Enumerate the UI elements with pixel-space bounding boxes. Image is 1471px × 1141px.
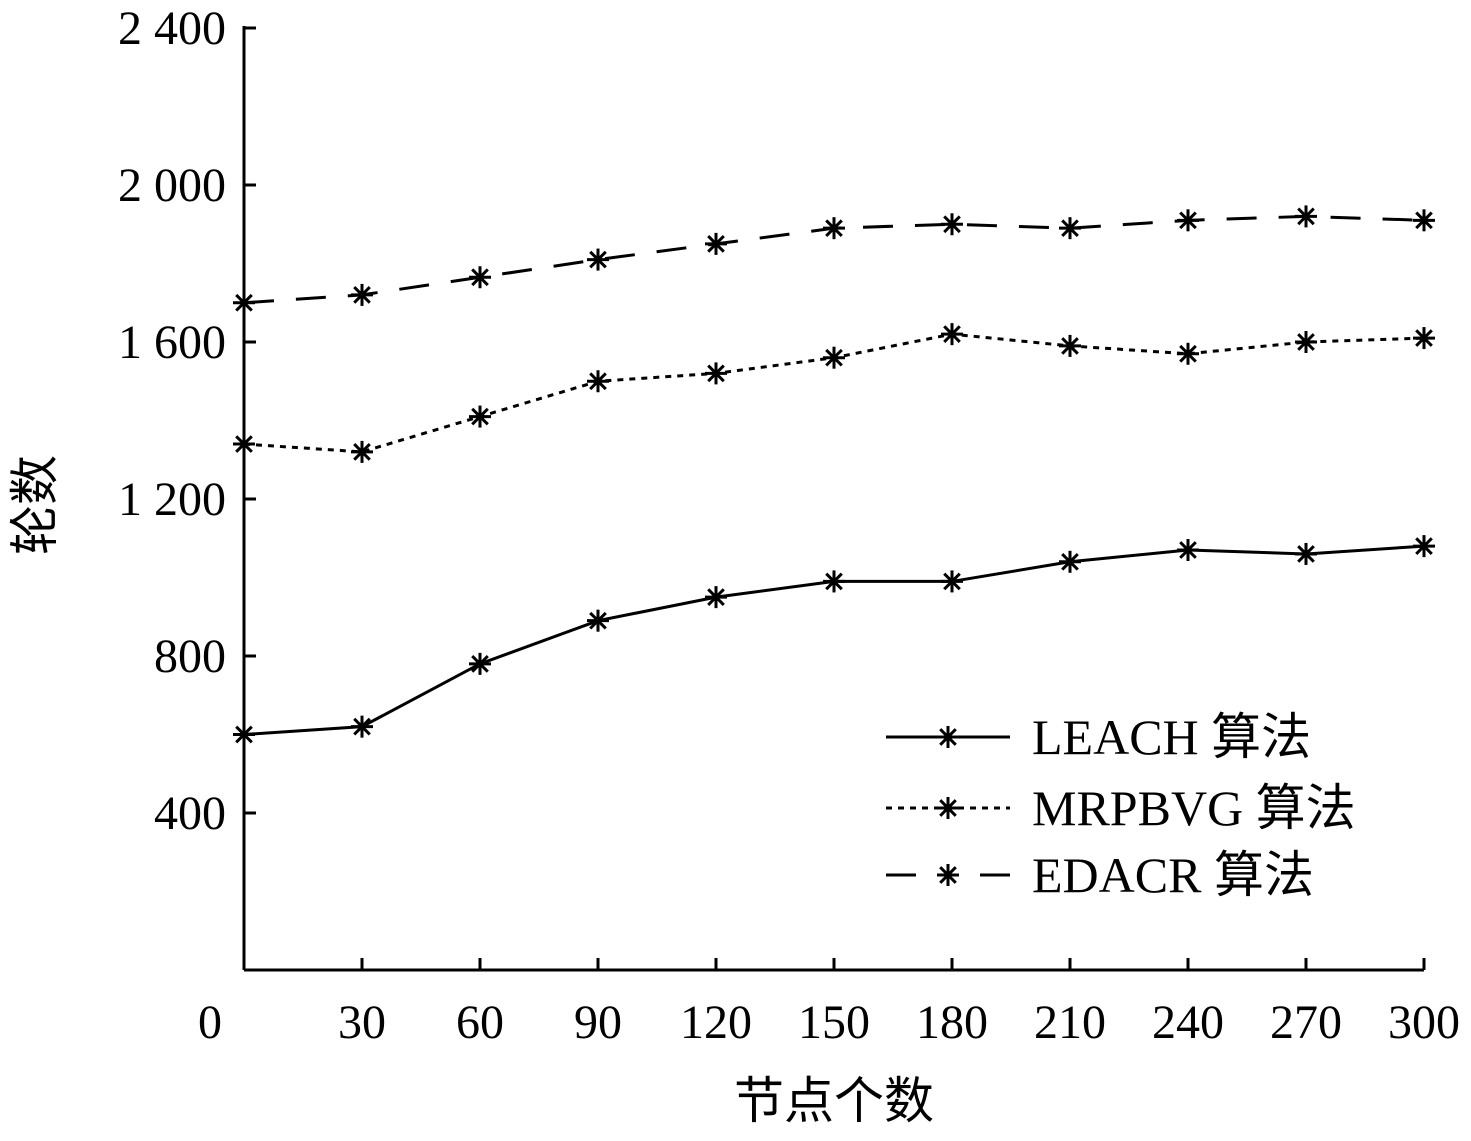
data-point-marker bbox=[705, 362, 727, 385]
y-tick-label: 1 200 bbox=[118, 473, 226, 526]
x-tick-label: 270 bbox=[1270, 996, 1342, 1049]
data-point-marker bbox=[233, 291, 255, 314]
series-1 bbox=[233, 323, 1435, 463]
x-axis-label: 节点个数 bbox=[734, 1073, 934, 1129]
legend-item: EDACR 算法 bbox=[886, 847, 1314, 903]
data-point-marker bbox=[587, 370, 609, 393]
data-point-marker bbox=[587, 609, 609, 632]
data-point-marker bbox=[351, 440, 373, 463]
x-tick-label: 0 bbox=[198, 996, 222, 1049]
x-tick-label: 60 bbox=[456, 996, 504, 1049]
legend-label: MRPBVG 算法 bbox=[1032, 780, 1356, 836]
data-point-marker bbox=[941, 570, 963, 593]
data-point-marker bbox=[1177, 539, 1199, 562]
data-point-marker bbox=[1413, 327, 1435, 350]
data-point-marker bbox=[705, 232, 727, 255]
x-tick-label: 180 bbox=[916, 996, 988, 1049]
legend-label: EDACR 算法 bbox=[1032, 847, 1314, 903]
data-point-marker bbox=[823, 346, 845, 369]
legend-item: MRPBVG 算法 bbox=[886, 780, 1356, 836]
data-point-marker bbox=[941, 213, 963, 236]
data-point-marker bbox=[705, 586, 727, 609]
data-point-marker bbox=[937, 864, 959, 886]
x-tick-label: 210 bbox=[1034, 996, 1106, 1049]
data-point-marker bbox=[937, 726, 959, 748]
data-point-marker bbox=[1295, 542, 1317, 565]
data-point-marker bbox=[1413, 535, 1435, 558]
data-point-marker bbox=[823, 570, 845, 593]
data-point-marker bbox=[1413, 209, 1435, 232]
data-point-marker bbox=[1177, 342, 1199, 365]
data-point-marker bbox=[1177, 209, 1199, 232]
x-tick-label: 90 bbox=[574, 996, 622, 1049]
data-point-marker bbox=[233, 433, 255, 456]
data-point-marker bbox=[587, 248, 609, 271]
x-tick-label: 150 bbox=[798, 996, 870, 1049]
data-point-marker bbox=[351, 283, 373, 306]
data-point-marker bbox=[1059, 217, 1081, 240]
x-tick-label: 120 bbox=[680, 996, 752, 1049]
data-point-marker bbox=[937, 797, 959, 819]
data-point-marker bbox=[1059, 550, 1081, 573]
x-tick-label: 300 bbox=[1388, 996, 1460, 1049]
data-point-marker bbox=[1295, 331, 1317, 353]
data-point-marker bbox=[1295, 205, 1317, 228]
y-tick-label: 800 bbox=[154, 630, 226, 683]
y-tick-label: 2 400 bbox=[118, 2, 226, 55]
legend-label: LEACH 算法 bbox=[1032, 709, 1311, 765]
data-point-marker bbox=[1059, 334, 1081, 357]
data-point-marker bbox=[823, 217, 845, 240]
x-tick-label: 30 bbox=[338, 996, 386, 1049]
data-point-marker bbox=[469, 266, 491, 289]
data-point-marker bbox=[469, 405, 491, 428]
legend-item: LEACH 算法 bbox=[886, 709, 1311, 765]
y-tick-label: 400 bbox=[154, 787, 226, 840]
data-point-marker bbox=[351, 715, 373, 738]
data-point-marker bbox=[469, 652, 491, 675]
series-0 bbox=[233, 535, 1435, 746]
y-axis-label: 轮数 bbox=[7, 455, 63, 555]
data-point-marker bbox=[233, 723, 255, 746]
data-point-marker bbox=[941, 323, 963, 346]
x-tick-label: 240 bbox=[1152, 996, 1224, 1049]
y-tick-label: 2 000 bbox=[118, 159, 226, 212]
series-2 bbox=[233, 205, 1435, 314]
y-tick-label: 1 600 bbox=[118, 316, 226, 369]
